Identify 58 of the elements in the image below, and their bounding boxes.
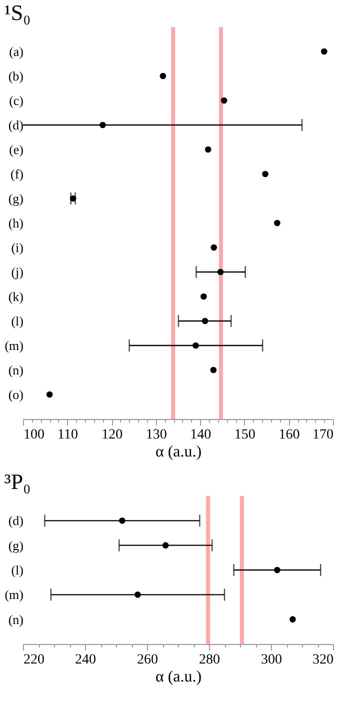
y-tick-label: (m) bbox=[4, 587, 24, 602]
y-tick-label: (a) bbox=[9, 44, 24, 59]
x-tick-label: 130 bbox=[146, 428, 167, 442]
y-tick-label: (n) bbox=[8, 612, 24, 627]
y-tick-label: (n) bbox=[8, 362, 24, 378]
point bbox=[220, 97, 228, 104]
x-tick-label: 160 bbox=[278, 428, 300, 442]
y-tick-label: (o) bbox=[8, 387, 24, 402]
x-tick-label: 100 bbox=[24, 428, 44, 442]
x-tick-label: 240 bbox=[75, 652, 96, 668]
point bbox=[274, 566, 280, 574]
x-tick-label: 170 bbox=[312, 428, 334, 442]
x-tick-label: 260 bbox=[137, 652, 158, 668]
y-tick-label: (d) bbox=[8, 118, 24, 132]
point bbox=[320, 48, 328, 55]
x-tick-label: 300 bbox=[261, 652, 282, 668]
x-tick-label: 150 bbox=[234, 428, 256, 442]
point bbox=[262, 170, 268, 178]
point bbox=[162, 542, 169, 548]
point bbox=[160, 72, 166, 80]
x-tick-label: 220 bbox=[24, 652, 44, 668]
x-axis-title: α (a.u.) bbox=[155, 444, 202, 460]
y-tick-label: (k) bbox=[8, 289, 24, 304]
point bbox=[210, 244, 218, 251]
point bbox=[274, 220, 280, 226]
y-tick-label: (g) bbox=[8, 191, 24, 206]
y-tick-label: (i) bbox=[11, 240, 24, 255]
x-tick-label: 110 bbox=[58, 428, 78, 442]
point bbox=[217, 268, 224, 276]
y-tick-label: (f) bbox=[10, 166, 24, 182]
y-tick-label: (l) bbox=[11, 314, 24, 328]
point bbox=[210, 366, 217, 374]
y-tick-label: (j) bbox=[11, 264, 24, 280]
y-tick-label: (e) bbox=[9, 142, 24, 157]
y-tick-label: (g) bbox=[8, 538, 24, 553]
x-tick-label: 140 bbox=[190, 428, 212, 442]
point bbox=[202, 318, 208, 324]
point bbox=[46, 391, 53, 398]
y-tick-label: (h) bbox=[8, 216, 24, 230]
y-tick-label: (m) bbox=[4, 338, 24, 353]
point bbox=[134, 592, 141, 598]
y-tick-label: (c) bbox=[9, 93, 24, 108]
point bbox=[70, 195, 76, 202]
y-tick-label: (b) bbox=[8, 68, 24, 84]
y-tick-label: (l) bbox=[11, 562, 24, 578]
point bbox=[192, 342, 199, 349]
chart-title: ¹S₀ bbox=[4, 0, 31, 25]
point bbox=[204, 146, 212, 153]
x-axis-title: α (a.u.) bbox=[155, 668, 202, 686]
x-tick-label: 280 bbox=[199, 652, 220, 668]
point bbox=[200, 293, 207, 300]
point bbox=[100, 122, 106, 128]
x-tick-label: 320 bbox=[312, 652, 334, 668]
x-tick-label: 120 bbox=[102, 428, 123, 442]
point bbox=[290, 616, 296, 622]
y-tick-label: (d) bbox=[8, 513, 24, 528]
point bbox=[119, 518, 126, 524]
chart-title: ³P₀ bbox=[4, 469, 31, 494]
